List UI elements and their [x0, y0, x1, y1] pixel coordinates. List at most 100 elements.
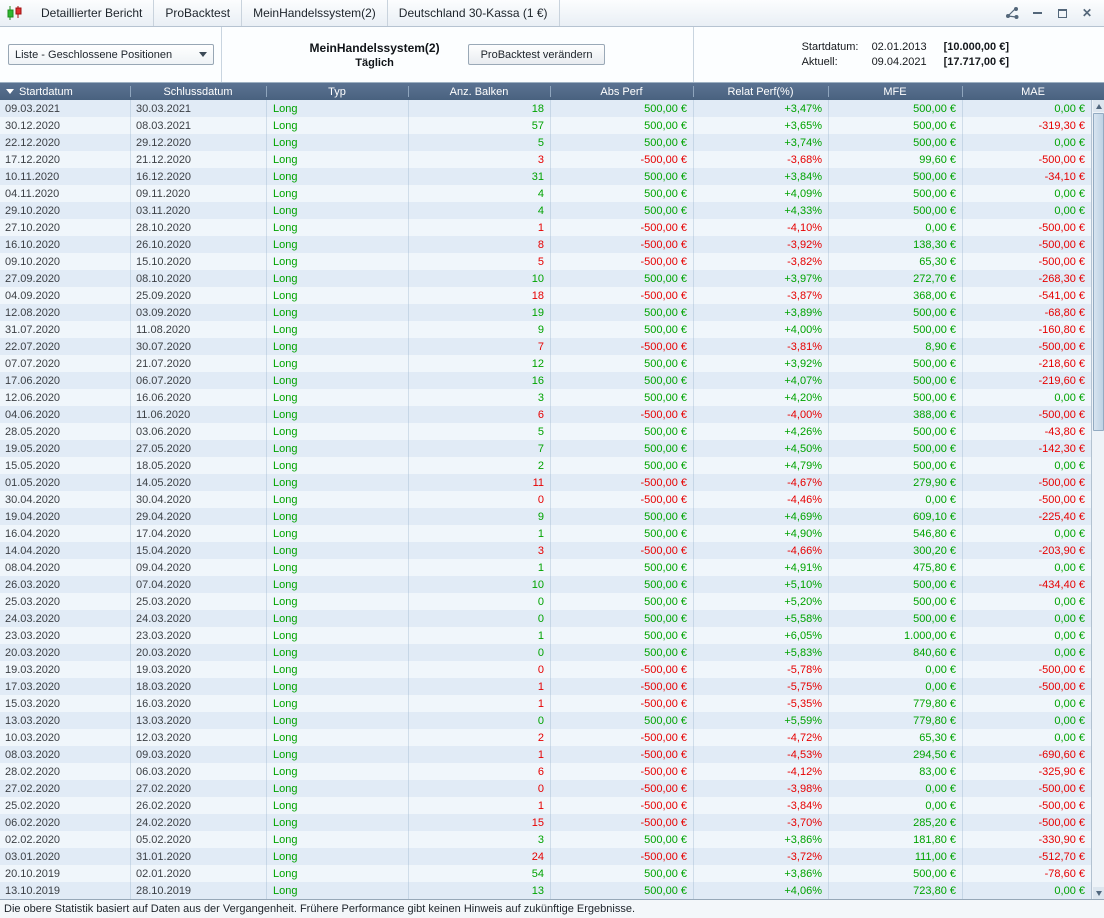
mae-cell: -319,30 €: [962, 117, 1091, 134]
table-row[interactable]: 27.02.2020 27.02.2020 Long 0 -500,00 € -3,98%…: [0, 780, 1091, 797]
tab-probacktest[interactable]: ProBacktest: [154, 0, 243, 26]
table-row[interactable]: 17.03.2020 18.03.2020 Long 1 -500,00 € -5,75%…: [0, 678, 1091, 695]
tab-detaillierter-bericht[interactable]: Detaillierter Bericht: [30, 0, 155, 26]
abs-perf-cell: 500,00 €: [550, 627, 693, 644]
detach-window-icon[interactable]: [1005, 6, 1019, 20]
table-row[interactable]: 08.03.2020 09.03.2020 Long 1 -500,00 € -4,53%…: [0, 746, 1091, 763]
relat-perf-cell: +3,89%: [693, 304, 828, 321]
column-header-relat-perf-[interactable]: Relat Perf(%): [693, 83, 828, 100]
tab-meinhandelssystem[interactable]: MeinHandelssystem(2): [242, 0, 388, 26]
table-row[interactable]: 29.10.2020 03.11.2020 Long 4 500,00 € +4,33% 5…: [0, 202, 1091, 219]
titlebar: Detaillierter Bericht ProBacktest MeinHa…: [0, 0, 1104, 27]
table-row[interactable]: 15.03.2020 16.03.2020 Long 1 -500,00 € -5,35%…: [0, 695, 1091, 712]
table-row[interactable]: 10.11.2020 16.12.2020 Long 31 500,00 € +3,84%…: [0, 168, 1091, 185]
table-row[interactable]: 28.05.2020 03.06.2020 Long 5 500,00 € +4,26% 5…: [0, 423, 1091, 440]
mae-cell: 0,00 €: [962, 610, 1091, 627]
table-row[interactable]: 30.12.2020 08.03.2021 Long 57 500,00 € +3,65%…: [0, 117, 1091, 134]
end-date-cell: 06.03.2020: [130, 763, 266, 780]
table-row[interactable]: 09.03.2021 30.03.2021 Long 18 500,00 € +3,47%…: [0, 100, 1091, 117]
table-row[interactable]: 13.03.2020 13.03.2020 Long 0 500,00 € +5,59% 7…: [0, 712, 1091, 729]
column-header-schlussdatum[interactable]: Schlussdatum: [130, 83, 266, 100]
column-header-startdatum[interactable]: Startdatum: [0, 83, 130, 100]
column-header-label: MFE: [883, 85, 907, 98]
relat-perf-cell: +4,90%: [693, 525, 828, 542]
minimize-icon[interactable]: [1030, 6, 1044, 20]
table-row[interactable]: 12.06.2020 16.06.2020 Long 3 500,00 € +4,20% 5…: [0, 389, 1091, 406]
table-row[interactable]: 27.10.2020 28.10.2020 Long 1 -500,00 € -4,10%…: [0, 219, 1091, 236]
table-row[interactable]: 15.05.2020 18.05.2020 Long 2 500,00 € +4,79% 5…: [0, 457, 1091, 474]
table-row[interactable]: 04.09.2020 25.09.2020 Long 18 -500,00 € -3,87…: [0, 287, 1091, 304]
position-type-cell: Long: [266, 797, 408, 814]
column-header-mae[interactable]: MAE: [962, 83, 1104, 100]
scroll-down-icon[interactable]: [1093, 887, 1104, 899]
table-row[interactable]: 13.10.2019 28.10.2019 Long 13 500,00 € +4,06%…: [0, 882, 1091, 899]
table-row[interactable]: 14.04.2020 15.04.2020 Long 3 -500,00 € -4,66%…: [0, 542, 1091, 559]
table-row[interactable]: 02.02.2020 05.02.2020 Long 3 500,00 € +3,86% 1…: [0, 831, 1091, 848]
table-row[interactable]: 19.05.2020 27.05.2020 Long 7 500,00 € +4,50% 5…: [0, 440, 1091, 457]
table-row[interactable]: 12.08.2020 03.09.2020 Long 19 500,00 € +3,89%…: [0, 304, 1091, 321]
table-row[interactable]: 07.07.2020 21.07.2020 Long 12 500,00 € +3,92%…: [0, 355, 1091, 372]
abs-perf-cell: -500,00 €: [550, 729, 693, 746]
table-row[interactable]: 09.10.2020 15.10.2020 Long 5 -500,00 € -3,82%…: [0, 253, 1091, 270]
table-row[interactable]: 20.10.2019 02.01.2020 Long 54 500,00 € +3,86%…: [0, 865, 1091, 882]
bar-count-cell: 18: [408, 100, 550, 117]
table-row[interactable]: 16.04.2020 17.04.2020 Long 1 500,00 € +4,90% 5…: [0, 525, 1091, 542]
position-list-dropdown[interactable]: Liste - Geschlossene Positionen: [8, 44, 214, 65]
table-row[interactable]: 24.03.2020 24.03.2020 Long 0 500,00 € +5,58% 5…: [0, 610, 1091, 627]
table-row[interactable]: 17.06.2020 06.07.2020 Long 16 500,00 € +4,07%…: [0, 372, 1091, 389]
scroll-up-icon[interactable]: [1093, 100, 1104, 112]
mae-cell: -219,60 €: [962, 372, 1091, 389]
close-icon[interactable]: ✕: [1081, 6, 1093, 20]
relat-perf-cell: -4,66%: [693, 542, 828, 559]
table-row[interactable]: 27.09.2020 08.10.2020 Long 10 500,00 € +3,97%…: [0, 270, 1091, 287]
table-row[interactable]: 25.03.2020 25.03.2020 Long 0 500,00 € +5,20% 5…: [0, 593, 1091, 610]
relat-perf-cell: +3,74%: [693, 134, 828, 151]
table-row[interactable]: 26.03.2020 07.04.2020 Long 10 500,00 € +5,10%…: [0, 576, 1091, 593]
table-row[interactable]: 30.04.2020 30.04.2020 Long 0 -500,00 € -4,46%…: [0, 491, 1091, 508]
table-row[interactable]: 28.02.2020 06.03.2020 Long 6 -500,00 € -4,12%…: [0, 763, 1091, 780]
column-header-abs-perf[interactable]: Abs Perf: [550, 83, 693, 100]
table-row[interactable]: 22.12.2020 29.12.2020 Long 5 500,00 € +3,74% 5…: [0, 134, 1091, 151]
table-row[interactable]: 19.04.2020 29.04.2020 Long 9 500,00 € +4,69% 6…: [0, 508, 1091, 525]
mfe-cell: 0,00 €: [828, 491, 962, 508]
modify-probacktest-button[interactable]: ProBacktest verändern: [467, 44, 606, 65]
position-type-cell: Long: [266, 848, 408, 865]
mfe-cell: 111,00 €: [828, 848, 962, 865]
table-row[interactable]: 04.06.2020 11.06.2020 Long 6 -500,00 € -4,00%…: [0, 406, 1091, 423]
vertical-scrollbar[interactable]: [1091, 100, 1104, 899]
relat-perf-cell: +4,09%: [693, 185, 828, 202]
maximize-icon[interactable]: [1055, 6, 1069, 20]
mfe-cell: 500,00 €: [828, 610, 962, 627]
table-row[interactable]: 06.02.2020 24.02.2020 Long 15 -500,00 € -3,70…: [0, 814, 1091, 831]
table-row[interactable]: 25.02.2020 26.02.2020 Long 1 -500,00 € -3,84%…: [0, 797, 1091, 814]
system-info: MeinHandelssystem(2) Täglich: [310, 40, 440, 70]
relat-perf-cell: +3,86%: [693, 831, 828, 848]
candlestick-chart-icon: [7, 6, 22, 20]
table-row[interactable]: 19.03.2020 19.03.2020 Long 0 -500,00 € -5,78%…: [0, 661, 1091, 678]
table-row[interactable]: 20.03.2020 20.03.2020 Long 0 500,00 € +5,83% 8…: [0, 644, 1091, 661]
table-row[interactable]: 23.03.2020 23.03.2020 Long 1 500,00 € +6,05% 1…: [0, 627, 1091, 644]
table-row[interactable]: 16.10.2020 26.10.2020 Long 8 -500,00 € -3,92%…: [0, 236, 1091, 253]
column-header-typ[interactable]: Typ: [266, 83, 408, 100]
table-row[interactable]: 31.07.2020 11.08.2020 Long 9 500,00 € +4,00% 5…: [0, 321, 1091, 338]
end-date-cell: 08.10.2020: [130, 270, 266, 287]
table-row[interactable]: 10.03.2020 12.03.2020 Long 2 -500,00 € -4,72%…: [0, 729, 1091, 746]
end-date-cell: 27.05.2020: [130, 440, 266, 457]
table-row[interactable]: 04.11.2020 09.11.2020 Long 4 500,00 € +4,09% 5…: [0, 185, 1091, 202]
tab-instrument[interactable]: Deutschland 30-Kassa (1 €): [388, 0, 560, 26]
position-type-cell: Long: [266, 610, 408, 627]
mae-cell: -268,30 €: [962, 270, 1091, 287]
scrollbar-thumb[interactable]: [1093, 113, 1104, 431]
mae-cell: -68,80 €: [962, 304, 1091, 321]
table-row[interactable]: 22.07.2020 30.07.2020 Long 7 -500,00 € -3,81%…: [0, 338, 1091, 355]
start-date-cell: 19.03.2020: [5, 663, 61, 676]
column-header-anz-balken[interactable]: Anz. Balken: [408, 83, 550, 100]
table-row[interactable]: 03.01.2020 31.01.2020 Long 24 -500,00 € -3,72…: [0, 848, 1091, 865]
table-row[interactable]: 01.05.2020 14.05.2020 Long 11 -500,00 € -4,67…: [0, 474, 1091, 491]
table-row[interactable]: 08.04.2020 09.04.2020 Long 1 500,00 € +4,91% 4…: [0, 559, 1091, 576]
relat-perf-cell: -3,81%: [693, 338, 828, 355]
table-row[interactable]: 17.12.2020 21.12.2020 Long 3 -500,00 € -3,68%…: [0, 151, 1091, 168]
column-header-mfe[interactable]: MFE: [828, 83, 962, 100]
relat-perf-cell: -5,75%: [693, 678, 828, 695]
start-date-cell: 04.06.2020: [5, 408, 61, 421]
